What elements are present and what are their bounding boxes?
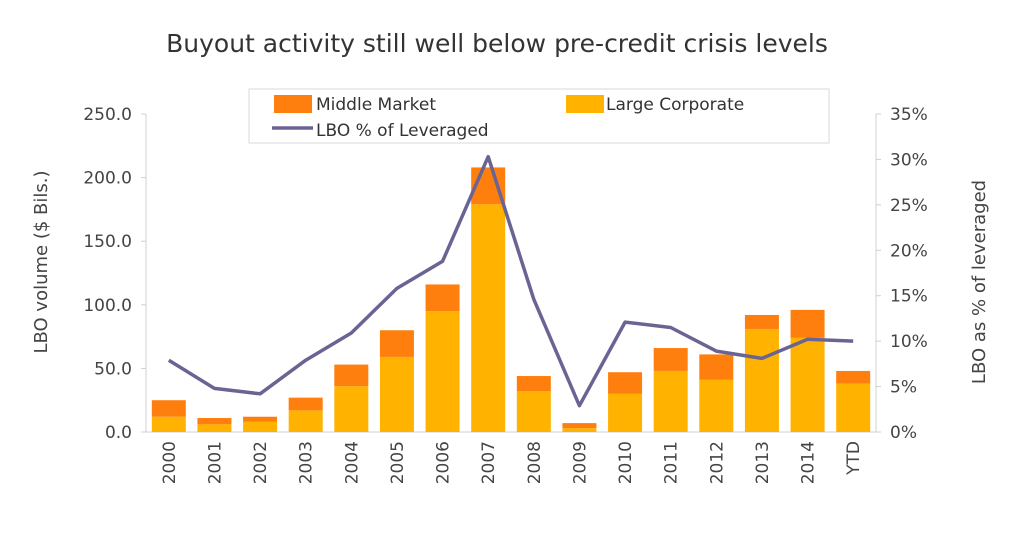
x-tick-label: 2013 xyxy=(753,441,773,484)
y-axis-title: LBO volume ($ Bils.) xyxy=(31,170,52,353)
bar-large-corporate xyxy=(471,204,506,432)
y2-tick-label: 15% xyxy=(890,287,928,307)
y-tick-label: 250.0 xyxy=(83,105,132,125)
bar-large-corporate xyxy=(151,416,186,432)
y-tick-label: 200.0 xyxy=(83,169,132,189)
y2-tick-label: 10% xyxy=(890,332,928,352)
y-tick-label: 150.0 xyxy=(83,232,132,252)
bar-middle-market xyxy=(836,370,871,384)
bar-large-corporate xyxy=(562,428,597,432)
legend-label-large-corporate: Large Corporate xyxy=(606,95,744,115)
bar-middle-market xyxy=(653,348,688,371)
bar-large-corporate xyxy=(744,328,779,432)
bar-large-corporate xyxy=(699,379,734,432)
x-tick-label: 2000 xyxy=(160,441,180,484)
bar-middle-market xyxy=(425,284,460,312)
bar-large-corporate xyxy=(790,337,825,432)
bar-middle-market xyxy=(379,330,414,357)
bar-middle-market xyxy=(790,309,825,338)
bar-middle-market xyxy=(334,364,369,387)
bar-middle-market xyxy=(562,423,597,429)
bar-large-corporate xyxy=(243,421,278,432)
x-tick-label: 2002 xyxy=(251,441,271,484)
y-ticks: 0.0 50.0 100.0 150.0 200.0 250.0 xyxy=(83,105,146,443)
bar-middle-market xyxy=(197,418,232,425)
y2-ticks: 0% 5% 10% 15% 20% 25% 30% 35% xyxy=(876,105,928,443)
x-tick-label: 2011 xyxy=(662,441,682,484)
bar-middle-market xyxy=(608,372,643,394)
legend-swatch-middle-market xyxy=(274,95,312,113)
bar-large-corporate xyxy=(197,424,232,432)
bar-middle-market xyxy=(243,416,278,422)
chart-title: Buyout activity still well below pre-cre… xyxy=(166,29,828,58)
y2-tick-label: 20% xyxy=(890,241,928,261)
bar-large-corporate xyxy=(653,370,688,432)
y-tick-label: 100.0 xyxy=(83,296,132,316)
bar-middle-market xyxy=(744,314,779,329)
x-tick-label: 2001 xyxy=(205,441,225,484)
y2-axis-title: LBO as % of leveraged xyxy=(969,180,990,384)
x-tick-label: 2005 xyxy=(388,441,408,484)
legend-box xyxy=(248,88,830,144)
x-tick-label: 2004 xyxy=(342,441,362,484)
bar-middle-market xyxy=(288,397,323,411)
y-tick-label: 50.0 xyxy=(94,359,132,379)
x-tick-label: YTD xyxy=(844,441,864,476)
x-tick-label: 2008 xyxy=(525,441,545,484)
x-tick-label: 2010 xyxy=(616,441,636,484)
bar-large-corporate xyxy=(288,410,323,432)
bar-large-corporate xyxy=(334,386,369,432)
bar-middle-market xyxy=(516,376,551,392)
line-series xyxy=(167,154,854,408)
y2-tick-label: 0% xyxy=(890,423,917,443)
bar-middle-market xyxy=(151,400,186,417)
x-tick-label: 2012 xyxy=(707,441,727,484)
y2-tick-label: 30% xyxy=(890,150,928,170)
bar-middle-market xyxy=(699,354,734,380)
x-tick-label: 2014 xyxy=(799,441,819,484)
lbo-percent-line xyxy=(167,154,854,408)
bar-large-corporate xyxy=(425,311,460,432)
y2-tick-label: 5% xyxy=(890,378,917,398)
x-ticks: 2000 2001 2002 2003 2004 2005 2006 2007 2008 2009… xyxy=(160,441,864,484)
legend-label-middle-market: Middle Market xyxy=(316,95,436,115)
x-tick-label: 2006 xyxy=(434,441,454,484)
bars xyxy=(151,167,871,432)
bar-large-corporate xyxy=(836,383,871,432)
legend-swatch-large-corporate xyxy=(566,95,604,113)
y2-tick-label: 35% xyxy=(890,105,928,125)
x-tick-label: 2009 xyxy=(570,441,590,484)
bar-large-corporate xyxy=(608,393,643,432)
y2-tick-label: 25% xyxy=(890,196,928,216)
bar-large-corporate xyxy=(379,356,414,432)
legend: Middle Market Large Corporate LBO % of L… xyxy=(248,88,830,144)
legend-label-lbo-line: LBO % of Leveraged xyxy=(316,121,489,141)
x-tick-label: 2007 xyxy=(479,441,499,484)
x-tick-label: 2003 xyxy=(297,441,317,484)
bar-large-corporate xyxy=(516,391,551,432)
y-tick-label: 0.0 xyxy=(105,423,132,443)
